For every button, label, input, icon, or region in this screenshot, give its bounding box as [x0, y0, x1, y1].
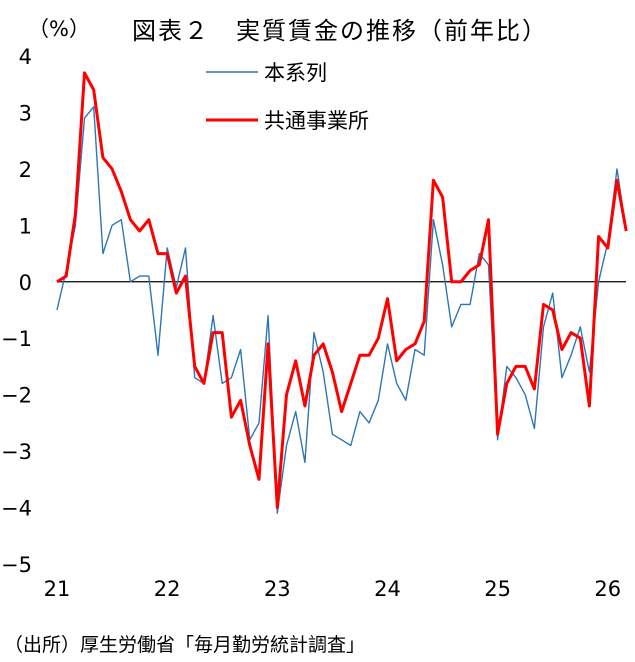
x-axis-labels: 21 22 23 24 25 26: [44, 577, 622, 601]
chart-title: 図表２ 実質賃金の推移（前年比）: [132, 17, 548, 45]
y-tick-label: 0: [19, 271, 32, 295]
y-tick-label: 3: [19, 101, 32, 125]
y-tick-label: −1: [1, 327, 32, 351]
y-tick-label: 4: [19, 45, 32, 69]
y-tick-label: 1: [19, 214, 32, 238]
legend-label-series-2: 共通事業所: [264, 109, 369, 133]
y-axis-unit-label: （%）: [28, 17, 90, 41]
series-line-honkeiretsu: [56, 106, 627, 514]
x-tick-label: 24: [374, 577, 401, 601]
y-axis-labels: 4 3 2 1 0 −1 −2 −3 −4 −5: [1, 45, 32, 577]
y-tick-label: −4: [1, 497, 32, 521]
legend-label-series-1: 本系列: [264, 61, 327, 85]
x-tick-label: 22: [154, 577, 181, 601]
x-tick-label: 26: [594, 577, 621, 601]
legend: 本系列 共通事業所: [206, 61, 369, 133]
y-tick-label: 2: [19, 158, 32, 182]
series-layer: [56, 71, 628, 514]
x-tick-label: 23: [264, 577, 291, 601]
x-tick-label: 21: [44, 577, 71, 601]
x-tick-label: 25: [484, 577, 511, 601]
series-line-kyotsu-jigyosho: [56, 71, 628, 510]
y-tick-label: −5: [1, 553, 32, 577]
y-tick-label: −2: [1, 384, 32, 408]
y-tick-label: −3: [1, 440, 32, 464]
source-note: （出所）厚生労働省「毎月勤労統計調査」: [4, 634, 366, 656]
